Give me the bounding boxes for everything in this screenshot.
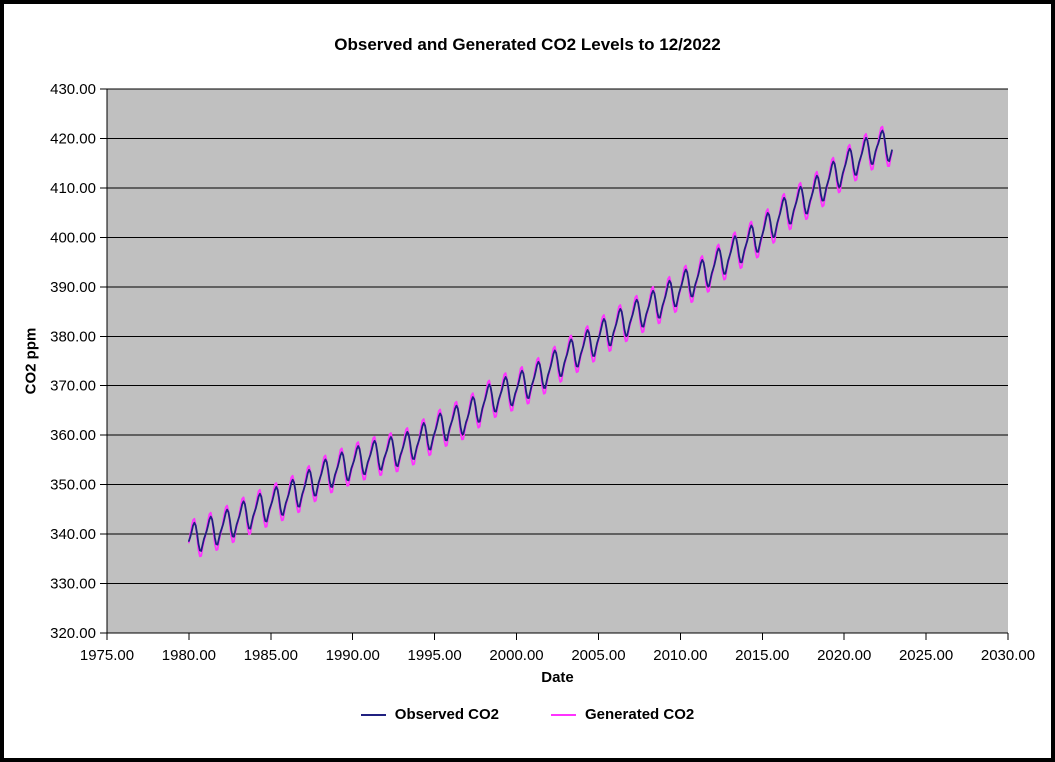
plot-area: 320.00 330.00 340.00 350.00 360.00 370.00 380.… — [50, 81, 1035, 664]
x-tick-label: 2020.00 — [817, 647, 871, 664]
generated-line-swatch — [551, 713, 576, 716]
x-tick-label: 1980.00 — [162, 647, 216, 664]
x-tick-label: 2005.00 — [571, 647, 625, 664]
x-tick-label: 2030.00 — [981, 647, 1035, 664]
x-axis-title: Date — [541, 669, 574, 686]
observed-series-line — [188, 129, 893, 552]
y-tick-label: 400.00 — [50, 229, 96, 246]
legend-label-observed: Observed CO2 — [394, 706, 499, 723]
chart-title: Observed and Generated CO2 Levels to 12/… — [334, 35, 721, 54]
y-tick-label: 340.00 — [50, 526, 96, 543]
y-tick-label: 410.00 — [50, 180, 96, 197]
x-tick-label: 1985.00 — [244, 647, 298, 664]
x-tick-label: 2000.00 — [489, 647, 543, 664]
legend-item-observed: Observed CO2 — [360, 706, 499, 723]
y-tick-label: 360.00 — [50, 427, 96, 444]
legend: Observed CO2 Generated CO2 — [4, 706, 1051, 723]
y-tick-label: 420.00 — [50, 130, 96, 147]
x-tick-label: 1995.00 — [408, 647, 462, 664]
legend-label-generated: Generated CO2 — [585, 706, 695, 723]
y-tick-label: 430.00 — [50, 81, 96, 98]
x-tick-label: 1975.00 — [80, 647, 134, 664]
legend-item-generated: Generated CO2 — [551, 706, 694, 723]
x-tick-label: 2015.00 — [735, 647, 789, 664]
x-tick-label: 2010.00 — [653, 647, 707, 664]
observed-line-swatch — [360, 713, 386, 716]
y-tick-label: 330.00 — [50, 576, 96, 593]
y-tick-label: 380.00 — [50, 328, 96, 345]
y-tick-label: 390.00 — [50, 279, 96, 296]
y-tick-label: 320.00 — [50, 625, 96, 642]
y-tick-label: 370.00 — [50, 378, 96, 395]
x-tick-label: 1990.00 — [326, 647, 380, 664]
x-tick-label: 2025.00 — [899, 647, 953, 664]
y-tick-label: 350.00 — [50, 477, 96, 494]
